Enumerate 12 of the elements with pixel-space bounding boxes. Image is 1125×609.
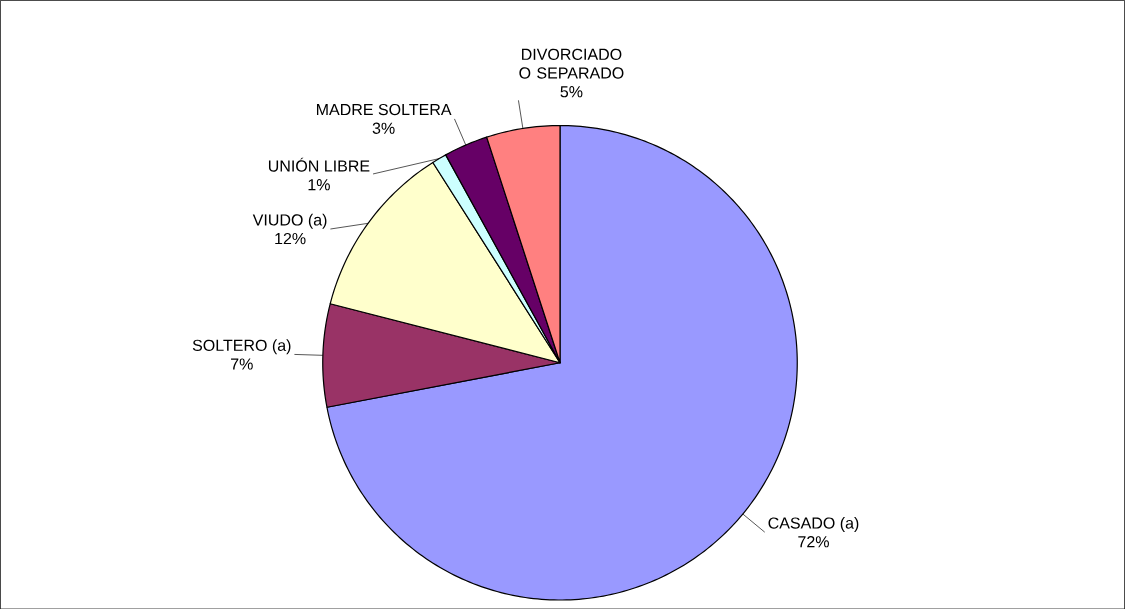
slice-label: UNIÓN LIBRE xyxy=(268,157,370,172)
data-label: 12% xyxy=(275,232,306,244)
data-label: 3% xyxy=(372,122,395,134)
data-label: 1% xyxy=(308,178,330,191)
slice-label: VIUDO (a) xyxy=(252,213,327,229)
data-label: 7% xyxy=(231,358,253,370)
slice-label: DIVORCIADO O SEPARADO xyxy=(519,48,624,79)
data-label: 5% xyxy=(560,85,583,98)
data-label: 72% xyxy=(798,535,829,548)
slice-label: CASADO (a) xyxy=(768,516,859,532)
slice-label: MADRE SOLTERA xyxy=(316,103,452,115)
slice-label: SOLTERO (a) xyxy=(192,339,291,354)
